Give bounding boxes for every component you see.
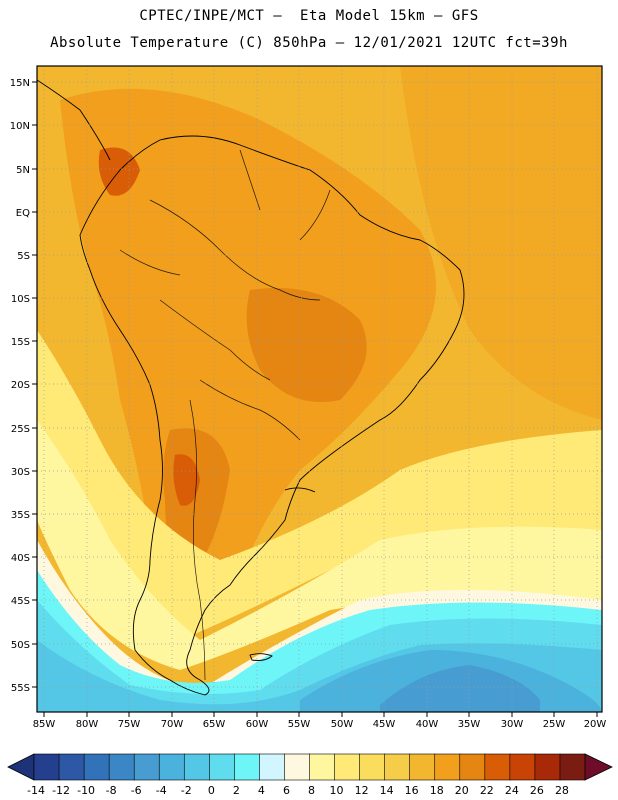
colorbar-label: 22 xyxy=(480,784,494,797)
lat-label: 45S xyxy=(11,596,30,607)
colorbar-cell xyxy=(334,753,361,781)
colorbar-label: 16 xyxy=(405,784,419,797)
lat-label: 15S xyxy=(11,337,30,348)
colorbar-cell xyxy=(58,753,85,781)
colorbar-cell xyxy=(409,753,436,781)
colorbar-label: 18 xyxy=(430,784,444,797)
lon-label: 45W xyxy=(373,719,396,730)
colorbar-label: -8 xyxy=(106,784,117,797)
colorbar-label: 20 xyxy=(455,784,469,797)
colorbar-label: 4 xyxy=(258,784,265,797)
colorbar-cell xyxy=(434,753,461,781)
colorbar-cell xyxy=(259,753,286,781)
lat-label: 50S xyxy=(11,640,30,651)
colorbar-label: 24 xyxy=(505,784,519,797)
colorbar: -14 -12 -10 -8 -6 -4 -2 0 2 4 6 8 10 12 14 16 18 20 22 24 26… xyxy=(7,753,613,797)
colorbar-cell xyxy=(234,753,261,781)
lat-label: 5S xyxy=(17,251,30,262)
lon-label: 25W xyxy=(543,719,566,730)
lon-label: 70W xyxy=(161,719,184,730)
chart-title-line-2: Absolute Temperature (C) 850hPa — 12/01/… xyxy=(50,35,568,51)
colorbar-cell xyxy=(559,753,586,781)
lat-label: 30S xyxy=(11,467,30,478)
lat-label: 40S xyxy=(11,553,30,564)
colorbar-cell xyxy=(133,753,160,781)
colorbar-cell xyxy=(284,753,311,781)
colorbar-cell xyxy=(33,753,60,781)
lat-label: 10S xyxy=(11,294,30,305)
lon-label: 75W xyxy=(118,719,141,730)
lon-label: 65W xyxy=(203,719,226,730)
lon-label: 60W xyxy=(246,719,269,730)
lat-label: 10N xyxy=(10,121,30,132)
lon-label: 55W xyxy=(288,719,311,730)
colorbar-cell xyxy=(359,753,386,781)
axis-ticks xyxy=(32,81,598,717)
colorbar-cell xyxy=(534,753,561,781)
colorbar-label: 10 xyxy=(330,784,344,797)
colorbar-label: -10 xyxy=(77,784,95,797)
colorbar-label: -6 xyxy=(131,784,142,797)
lon-label: 35W xyxy=(458,719,481,730)
colorbar-cell xyxy=(484,753,511,781)
colorbar-left-arrow xyxy=(7,753,35,781)
colorbar-cell xyxy=(309,753,336,781)
colorbar-cell xyxy=(209,753,235,781)
colorbar-label: -12 xyxy=(52,784,70,797)
colorbar-label: 14 xyxy=(380,784,394,797)
lon-label: 85W xyxy=(33,719,56,730)
colorbar-cell xyxy=(459,753,486,781)
colorbar-cell xyxy=(83,753,110,781)
colorbar-label: -2 xyxy=(181,784,192,797)
colorbar-label: 28 xyxy=(555,784,569,797)
temperature-field xyxy=(37,66,602,712)
lat-label: 5N xyxy=(16,165,30,176)
country-borders xyxy=(119,149,331,681)
lat-label: EQ xyxy=(16,208,30,219)
lon-label: 80W xyxy=(76,719,99,730)
lat-label: 35S xyxy=(11,510,30,521)
lon-label: 50W xyxy=(331,719,354,730)
lon-label: 40W xyxy=(416,719,439,730)
colorbar-cell xyxy=(158,753,185,781)
lon-label: 30W xyxy=(501,719,524,730)
colorbar-label: -14 xyxy=(27,784,45,797)
colorbar-label: 8 xyxy=(308,784,315,797)
colorbar-label: 6 xyxy=(283,784,290,797)
colorbar-cell xyxy=(108,753,135,781)
colorbar-label: 26 xyxy=(530,784,544,797)
colorbar-label: -4 xyxy=(156,784,167,797)
lat-label: 25S xyxy=(11,424,30,435)
coastline xyxy=(37,79,465,696)
colorbar-label: 12 xyxy=(355,784,369,797)
colorbar-label: 2 xyxy=(233,784,240,797)
chart-title-line-1: CPTEC/INPE/MCT — Eta Model 15km — GFS xyxy=(139,8,479,24)
map-frame xyxy=(36,65,603,713)
colorbar-right-arrow xyxy=(584,753,613,781)
lat-label: 15N xyxy=(10,78,30,89)
lat-label: 20S xyxy=(11,380,30,391)
colorbar-cell xyxy=(384,753,411,781)
lat-label: 55S xyxy=(11,683,30,694)
colorbar-label: 0 xyxy=(208,784,215,797)
lon-label: 20W xyxy=(584,719,607,730)
colorbar-cell xyxy=(509,753,536,781)
colorbar-cell xyxy=(183,753,210,781)
